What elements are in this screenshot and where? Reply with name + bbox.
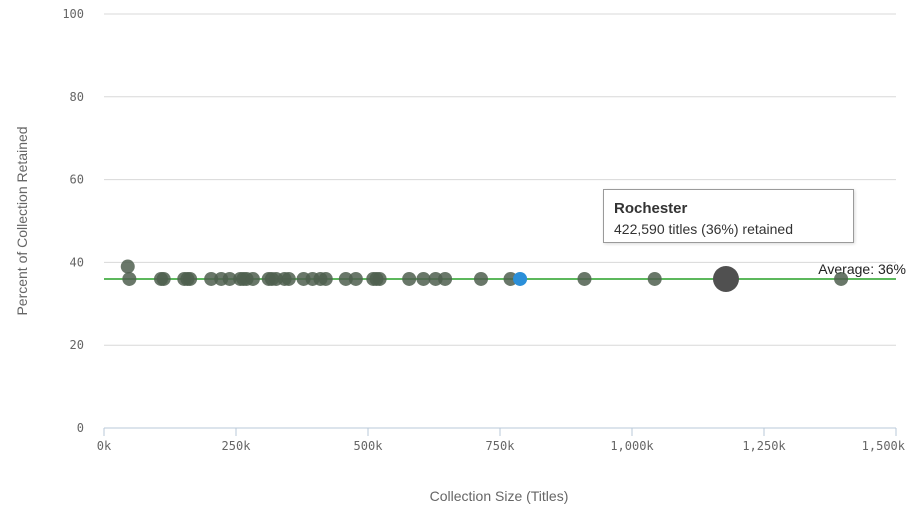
- point-tooltip: Rochester 422,590 titles (36%) retained: [603, 189, 854, 243]
- data-point[interactable]: [473, 271, 488, 286]
- x-tick-label: 1,000k: [610, 439, 654, 453]
- data-point[interactable]: [834, 271, 849, 286]
- data-point[interactable]: [281, 271, 296, 286]
- x-tick-label: 500k: [354, 439, 384, 453]
- data-point[interactable]: [222, 271, 237, 286]
- data-point[interactable]: [438, 271, 453, 286]
- data-point[interactable]: [122, 271, 137, 286]
- data-point[interactable]: [647, 271, 662, 286]
- data-point[interactable]: [338, 271, 353, 286]
- data-point-highlighted[interactable]: [513, 271, 528, 286]
- average-label: Average: 36%: [818, 261, 906, 277]
- data-points: [120, 259, 849, 292]
- data-point-hovered[interactable]: [712, 265, 739, 292]
- x-tick-label: 1,500k: [862, 439, 906, 453]
- x-tick-label: 750k: [486, 439, 516, 453]
- y-axis-title: Percent of Collection Retained: [14, 126, 30, 315]
- data-point[interactable]: [348, 271, 363, 286]
- y-tick-label: 20: [70, 338, 84, 352]
- x-tick-label: 250k: [222, 439, 252, 453]
- data-point[interactable]: [120, 259, 135, 274]
- data-point[interactable]: [204, 271, 219, 286]
- y-tick-label: 0: [77, 421, 84, 435]
- tooltip-body: 422,590 titles (36%) retained: [614, 221, 793, 237]
- y-axis-ticks: 0 20 40 60 80 100: [62, 7, 84, 435]
- y-tick-label: 80: [70, 90, 84, 104]
- data-point[interactable]: [183, 271, 198, 286]
- data-point[interactable]: [156, 271, 171, 286]
- x-axis-ticks: 0k 250k 500k 750k 1,000k 1,250k 1,500k: [97, 428, 906, 453]
- y-tick-label: 100: [62, 7, 84, 21]
- y-tick-label: 40: [70, 255, 84, 269]
- data-point[interactable]: [245, 271, 260, 286]
- data-point[interactable]: [577, 271, 592, 286]
- y-tick-label: 60: [70, 173, 84, 187]
- tooltip-title: Rochester: [614, 200, 688, 217]
- x-tick-label: 1,250k: [742, 439, 786, 453]
- data-point[interactable]: [318, 271, 333, 286]
- data-point[interactable]: [402, 271, 417, 286]
- data-point[interactable]: [372, 271, 387, 286]
- x-axis-title: Collection Size (Titles): [430, 488, 569, 504]
- x-tick-label: 0k: [97, 439, 112, 453]
- data-point[interactable]: [416, 271, 431, 286]
- gridlines: [104, 13, 896, 346]
